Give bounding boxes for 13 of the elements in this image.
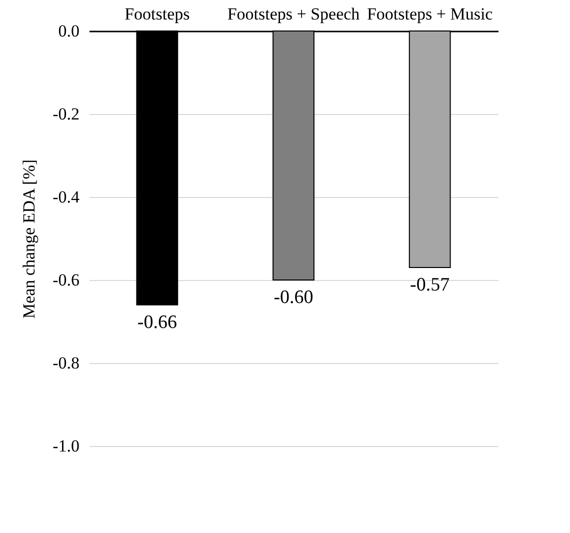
y-tick-label: -0.2	[52, 104, 80, 124]
data-label: -0.60	[274, 287, 314, 308]
y-tick-label: -0.6	[52, 270, 80, 290]
y-tick-label: -1.0	[52, 436, 80, 456]
y-tick-label: -0.4	[52, 188, 80, 206]
y-tick-label: -0.8	[52, 354, 80, 372]
data-label: -0.66	[137, 312, 177, 333]
y-axis-title: Mean change EDA [%]	[20, 159, 39, 319]
data-label: -0.57	[410, 274, 450, 296]
x-tick-label: Footsteps	[124, 4, 190, 24]
y-tick-label: 0.0	[58, 22, 80, 40]
x-tick-label: Footsteps + Speech	[227, 4, 360, 24]
x-tick-label: Footsteps + Music	[366, 4, 494, 24]
